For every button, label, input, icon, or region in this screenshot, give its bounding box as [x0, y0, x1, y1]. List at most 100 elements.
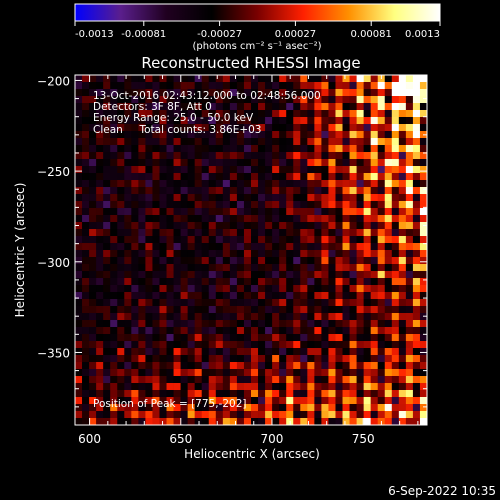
heatmap-cell	[187, 187, 195, 195]
heatmap-cell	[279, 404, 287, 412]
heatmap-cell	[265, 397, 273, 405]
heatmap-cell	[103, 376, 111, 384]
heatmap-cell	[370, 376, 379, 384]
heatmap-cell	[377, 103, 386, 111]
heatmap-cell	[377, 334, 386, 342]
heatmap-cell	[75, 376, 83, 384]
heatmap-cell	[342, 362, 350, 370]
heatmap-cell	[131, 418, 139, 425]
heatmap-cell	[328, 166, 336, 174]
heatmap-cell	[321, 215, 329, 223]
heatmap-cell	[159, 355, 167, 363]
heatmap-cell	[229, 117, 238, 125]
heatmap-cell	[314, 194, 322, 202]
heatmap-cell	[187, 299, 195, 307]
heatmap-cell	[236, 292, 245, 300]
heatmap-cell	[145, 131, 153, 139]
heatmap-cell	[314, 117, 322, 125]
heatmap-cell	[412, 194, 421, 202]
heatmap-cell	[342, 299, 350, 307]
heatmap-cell	[222, 124, 231, 132]
heatmap-cell	[342, 383, 350, 391]
heatmap-cell	[321, 159, 329, 167]
heatmap-cell	[96, 236, 104, 244]
heatmap-cell	[293, 180, 301, 188]
heatmap-cell	[152, 376, 160, 384]
heatmap-cell	[89, 159, 97, 167]
heatmap-cell	[377, 313, 386, 321]
heatmap-cell	[272, 341, 280, 349]
heatmap-cell	[300, 299, 308, 307]
heatmap-cell	[222, 320, 231, 328]
heatmap-cell	[187, 397, 195, 405]
heatmap-cell	[82, 278, 90, 286]
heatmap-cell	[356, 131, 364, 139]
heatmap-cell	[251, 362, 259, 370]
heatmap-cell	[194, 390, 203, 398]
heatmap-cell	[222, 411, 231, 419]
heatmap-cell	[412, 229, 421, 237]
heatmap-cell	[258, 404, 266, 412]
heatmap-cell	[194, 89, 203, 97]
heatmap-cell	[314, 103, 322, 111]
heatmap-cell	[356, 159, 364, 167]
heatmap-cell	[201, 96, 210, 104]
heatmap-cell	[180, 369, 188, 377]
heatmap-cell	[370, 341, 379, 349]
heatmap-cell	[75, 159, 83, 167]
heatmap-cell	[391, 285, 400, 293]
heatmap-cell	[363, 201, 371, 209]
heatmap-cell	[342, 341, 350, 349]
heatmap-cell	[89, 418, 97, 425]
heatmap-cell	[229, 229, 238, 237]
heatmap-cell	[307, 278, 315, 286]
heatmap-cell	[159, 75, 167, 83]
heatmap-cell	[236, 250, 245, 258]
heatmap-cell	[363, 271, 371, 279]
heatmap-cell	[243, 96, 252, 104]
heatmap-cell	[412, 278, 421, 286]
heatmap-cell	[405, 138, 414, 146]
heatmap-cell	[272, 285, 280, 293]
heatmap-cell	[377, 201, 386, 209]
heatmap-cell	[159, 215, 167, 223]
heatmap-cell	[103, 152, 111, 160]
heatmap-cell	[384, 271, 393, 279]
heatmap-cell	[321, 145, 329, 153]
heatmap-cell	[173, 278, 181, 286]
heatmap-cell	[405, 299, 414, 307]
heatmap-cell	[398, 187, 407, 195]
heatmap-cell	[258, 236, 266, 244]
heatmap-cell	[236, 313, 245, 321]
heatmap-cell	[251, 243, 259, 251]
heatmap-cell	[145, 411, 153, 419]
heatmap-cell	[103, 348, 111, 356]
heatmap-cell	[307, 110, 315, 118]
heatmap-cell	[75, 383, 83, 391]
heatmap-cell	[307, 215, 315, 223]
heatmap-cell	[272, 250, 280, 258]
heatmap-cell	[314, 138, 322, 146]
heatmap-cell	[187, 173, 195, 181]
heatmap-cell	[145, 187, 153, 195]
heatmap-cell	[342, 257, 350, 265]
heatmap-cell	[328, 404, 336, 412]
heatmap-cell	[356, 222, 364, 230]
heatmap-cell	[377, 362, 386, 370]
heatmap-cell	[335, 327, 343, 335]
heatmap-cell	[103, 278, 111, 286]
heatmap-cell	[96, 313, 104, 321]
heatmap-cell	[419, 82, 427, 90]
heatmap-cell	[229, 285, 238, 293]
heatmap-cell	[335, 418, 343, 425]
heatmap-cell	[314, 327, 322, 335]
heatmap-cell	[258, 75, 266, 83]
heatmap-cell	[159, 327, 167, 335]
heatmap-cell	[370, 320, 379, 328]
heatmap-cell	[75, 411, 83, 419]
heatmap-cell	[370, 110, 379, 118]
heatmap-cell	[236, 96, 245, 104]
heatmap-cell	[356, 236, 364, 244]
heatmap-cell	[222, 306, 231, 314]
heatmap-cell	[180, 376, 188, 384]
